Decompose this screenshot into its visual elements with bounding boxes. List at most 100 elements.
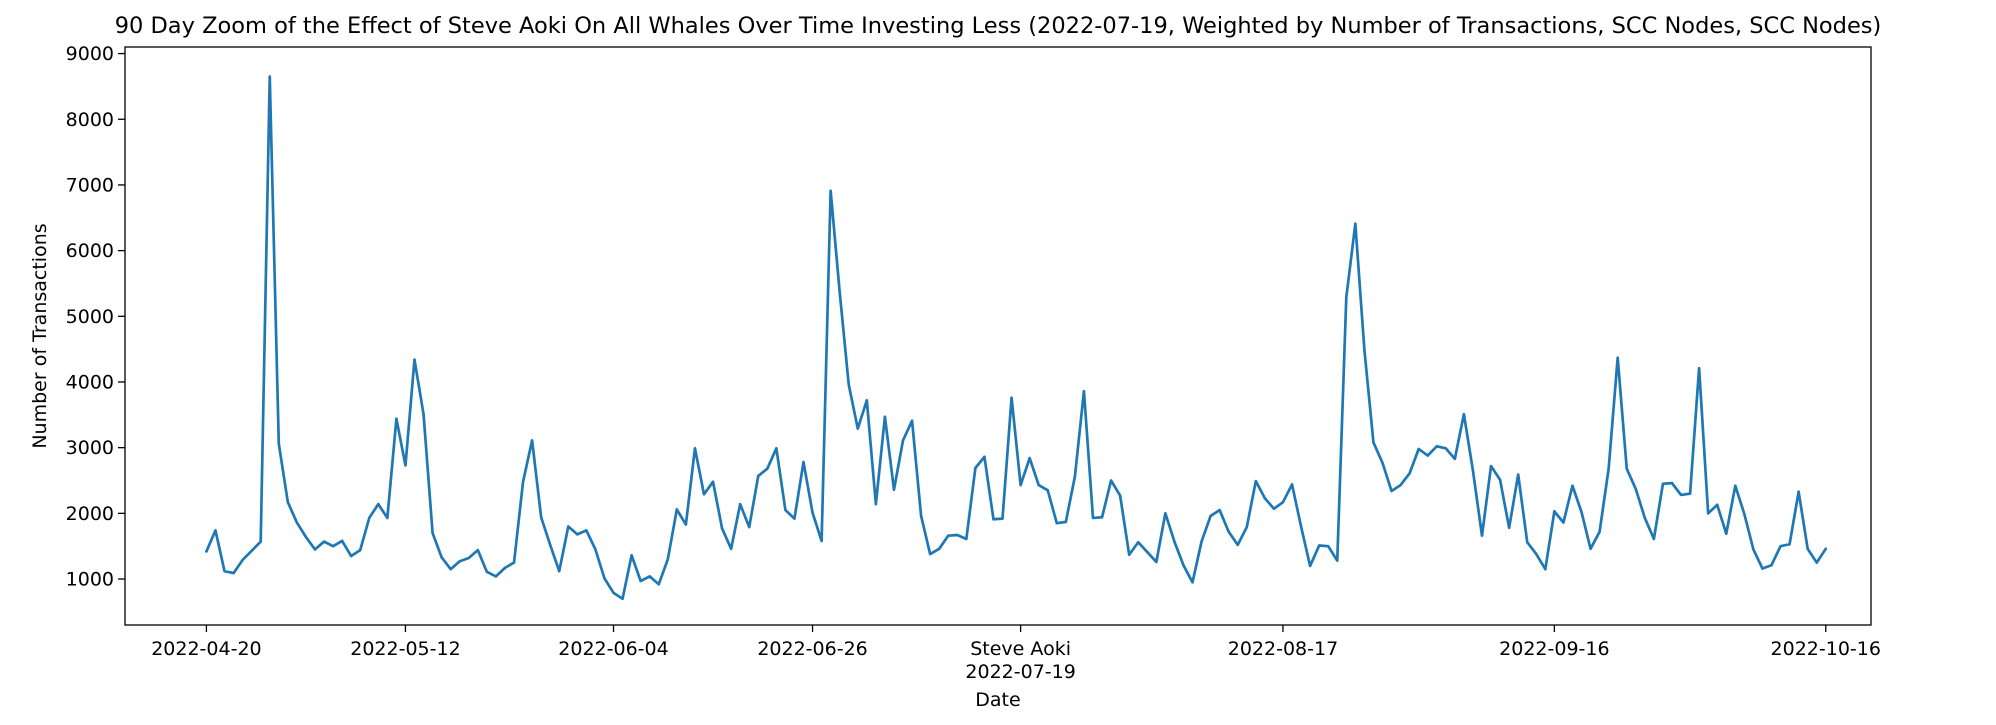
data-point [386, 516, 389, 520]
data-point [883, 415, 887, 418]
data-point [1562, 521, 1565, 524]
data-point [1480, 534, 1484, 537]
data-point [766, 467, 769, 470]
data-point [684, 523, 688, 526]
data-point [259, 540, 262, 543]
data-point [1227, 530, 1230, 533]
data-points [205, 75, 1827, 600]
data-point [431, 531, 434, 535]
data-point [1589, 547, 1592, 551]
data-point [440, 556, 443, 559]
data-point [1679, 493, 1683, 497]
data-point [1462, 412, 1466, 416]
data-point [1408, 472, 1411, 475]
data-point [757, 474, 760, 478]
data-point [250, 549, 253, 552]
y-tick-label: 6000 [66, 240, 114, 262]
data-point [205, 550, 208, 553]
data-point [277, 442, 280, 445]
data-point [1734, 484, 1737, 487]
data-point [1281, 500, 1285, 504]
data-point [377, 502, 380, 506]
data-point [359, 548, 362, 552]
data-point [1625, 467, 1628, 470]
data-point [1118, 494, 1122, 497]
y-axis-label: Number of Transactions [29, 223, 51, 448]
data-point [802, 460, 805, 464]
data-point [829, 189, 832, 193]
series-line [205, 75, 1828, 601]
data-point [1191, 581, 1194, 584]
x-axis-label: Date [975, 689, 1020, 711]
data-point [1516, 473, 1520, 476]
data-point [1417, 447, 1420, 451]
data-point [1091, 516, 1095, 520]
data-point [558, 569, 561, 573]
data-point [349, 554, 353, 558]
data-point [702, 493, 706, 496]
data-point [1336, 559, 1339, 562]
data-point [1028, 456, 1031, 460]
data-point [1788, 543, 1791, 546]
data-point [1127, 553, 1131, 556]
data-point [340, 539, 344, 543]
data-point [992, 518, 995, 521]
data-point [1770, 564, 1773, 567]
data-point [530, 439, 534, 442]
data-point [241, 558, 244, 562]
data-point [1254, 479, 1258, 483]
y-tick-label: 4000 [66, 371, 114, 393]
data-point [1290, 483, 1294, 486]
data-point [232, 571, 235, 575]
data-point [648, 575, 651, 578]
data-point [1019, 483, 1022, 487]
data-point [775, 447, 778, 450]
data-point [1797, 490, 1800, 493]
data-point [630, 554, 633, 557]
data-point [313, 548, 317, 551]
data-point [1725, 532, 1728, 535]
data-point [567, 525, 570, 528]
data-point [485, 570, 489, 573]
data-point [1390, 489, 1393, 493]
data-point [1761, 567, 1764, 570]
data-point [738, 502, 742, 506]
plot-frame [124, 46, 1872, 626]
data-point [729, 547, 733, 551]
data-point [1806, 547, 1809, 551]
data-point [1218, 508, 1221, 512]
data-point [1308, 564, 1312, 568]
data-point [214, 529, 217, 532]
data-point [1706, 512, 1710, 515]
data-point [576, 533, 579, 536]
data-point [1697, 366, 1701, 370]
data-point [548, 543, 552, 547]
data-point [1381, 461, 1384, 464]
y-tick-label: 8000 [66, 109, 114, 131]
data-point [847, 383, 850, 386]
data-point [1182, 564, 1185, 567]
data-point [1245, 525, 1248, 529]
data-point [892, 488, 896, 491]
data-point [422, 412, 425, 416]
data-point [1299, 525, 1303, 528]
x-tick-label: 2022-08-17 [1228, 638, 1338, 660]
data-point [983, 455, 986, 459]
x-tick-sublabel: 2022-07-19 [965, 661, 1075, 683]
data-point [1236, 543, 1239, 547]
y-tick-label: 5000 [66, 306, 114, 328]
y-tick-label: 9000 [66, 43, 114, 65]
data-point [413, 358, 416, 361]
data-point [856, 427, 859, 430]
data-point [1001, 517, 1004, 520]
data-point [1453, 457, 1457, 461]
y-tick-label: 2000 [66, 503, 114, 525]
data-point [1815, 561, 1818, 564]
data-point [503, 566, 507, 570]
data-point [1363, 348, 1366, 351]
data-point [1055, 521, 1059, 525]
data-point [1399, 483, 1402, 487]
data-point [1272, 507, 1276, 510]
data-point [657, 583, 660, 586]
x-tick-label: 2022-05-12 [350, 638, 460, 660]
